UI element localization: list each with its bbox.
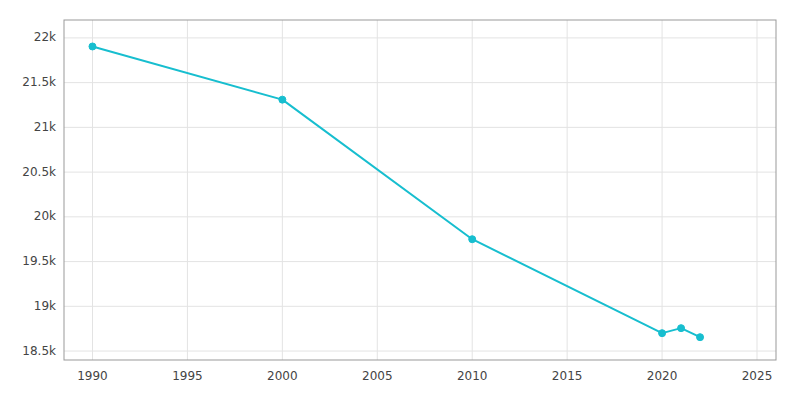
marker <box>659 330 666 337</box>
series <box>89 43 704 341</box>
y-tick-label: 21k <box>34 120 56 134</box>
axes: 18.5k 19k 19.5k 20k 20.5k 21k 21.5k 22k 1990 1995… <box>22 20 776 383</box>
y-grid-line <box>64 82 776 83</box>
x-grid-line <box>757 20 758 360</box>
x-grid-line <box>92 20 93 360</box>
x-tick-label: 2015 <box>552 369 583 383</box>
y-tick-label: 20.5k <box>22 165 56 179</box>
y-tick-label: 20k <box>34 209 56 223</box>
y-tick-label: 18.5k <box>22 344 56 358</box>
y-tick-label: 22k <box>34 30 56 44</box>
chart: 18.5k 19k 19.5k 20k 20.5k 21k 21.5k 22k 1990 1995… <box>0 0 800 400</box>
y-grid-line <box>64 37 776 38</box>
marker <box>678 325 685 332</box>
x-tick-label: 1990 <box>77 369 108 383</box>
x-grid-line <box>472 20 473 360</box>
x-tick-label: 2000 <box>267 369 298 383</box>
grid <box>64 20 776 360</box>
marker <box>697 334 704 341</box>
y-tick-label: 19k <box>34 299 56 313</box>
x-grid-line <box>567 20 568 360</box>
x-tick-label: 1995 <box>172 369 203 383</box>
y-tick-label: 21.5k <box>22 75 56 89</box>
marker <box>279 96 286 103</box>
plot-frame <box>64 20 776 360</box>
x-grid-line <box>282 20 283 360</box>
y-grid-line <box>64 261 776 262</box>
y-grid-line <box>64 351 776 352</box>
y-grid-line <box>64 127 776 128</box>
x-tick-label: 2010 <box>457 369 488 383</box>
y-grid-line <box>64 216 776 217</box>
marker <box>89 43 96 50</box>
y-grid-line <box>64 172 776 173</box>
x-tick-label: 2005 <box>362 369 393 383</box>
x-grid-line <box>187 20 188 360</box>
y-grid-line <box>64 306 776 307</box>
x-tick-label: 2020 <box>647 369 678 383</box>
plot-background <box>64 20 776 360</box>
x-grid-line <box>377 20 378 360</box>
marker <box>469 236 476 243</box>
y-tick-label: 19.5k <box>22 254 56 268</box>
line <box>92 46 700 337</box>
x-grid-line <box>662 20 663 360</box>
x-tick-label: 2025 <box>742 369 773 383</box>
